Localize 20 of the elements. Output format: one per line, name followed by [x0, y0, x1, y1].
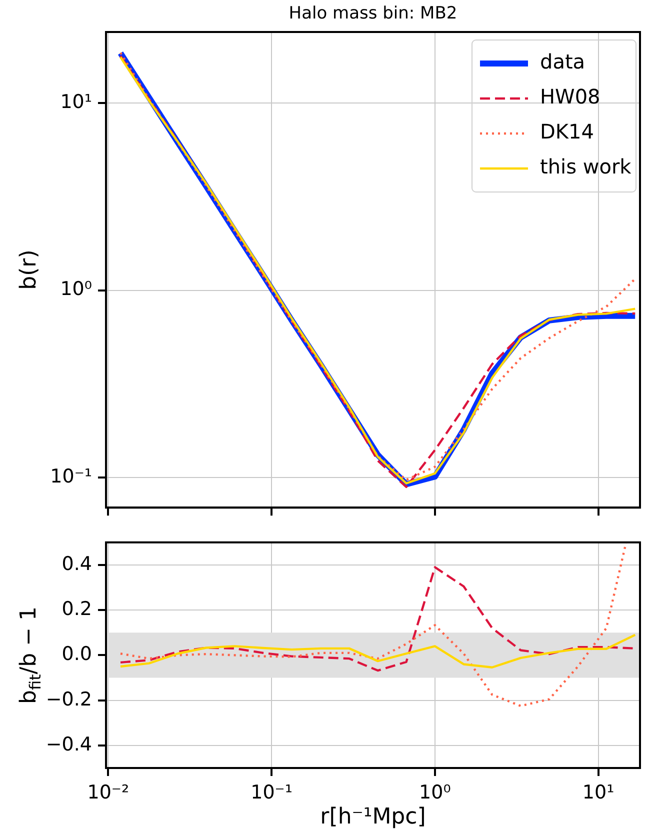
y-tick-label: −0.4 — [46, 733, 92, 756]
x-tick-label: 10⁻¹ — [250, 781, 292, 804]
y-tick-label: 10⁻¹ — [50, 465, 92, 488]
legend-label: data — [540, 50, 586, 74]
legend-label: HW08 — [540, 84, 600, 109]
y-tick-label: 0.2 — [62, 598, 92, 620]
y-tick-label: 0.4 — [62, 552, 92, 575]
x-axis-title: r[h⁻¹Mpc] — [320, 804, 426, 830]
legend-label: DK14 — [540, 120, 594, 144]
legend-label: this work — [540, 154, 632, 179]
x-tick-label: 10⁻² — [87, 781, 130, 804]
y-tick-label: −0.2 — [46, 688, 92, 710]
y-tick-label: 10¹ — [60, 91, 92, 114]
y-tick-label: 10⁰ — [60, 278, 92, 300]
chart-title: Halo mass bin: MB2 — [288, 3, 458, 24]
y-axis-title: b(r) — [16, 250, 42, 290]
x-tick-label: 10⁰ — [419, 781, 451, 804]
x-tick-label: 10¹ — [582, 781, 614, 804]
y-tick-label: 0.0 — [62, 643, 92, 666]
y-axis-title: bfit/b − 1 — [16, 606, 45, 704]
